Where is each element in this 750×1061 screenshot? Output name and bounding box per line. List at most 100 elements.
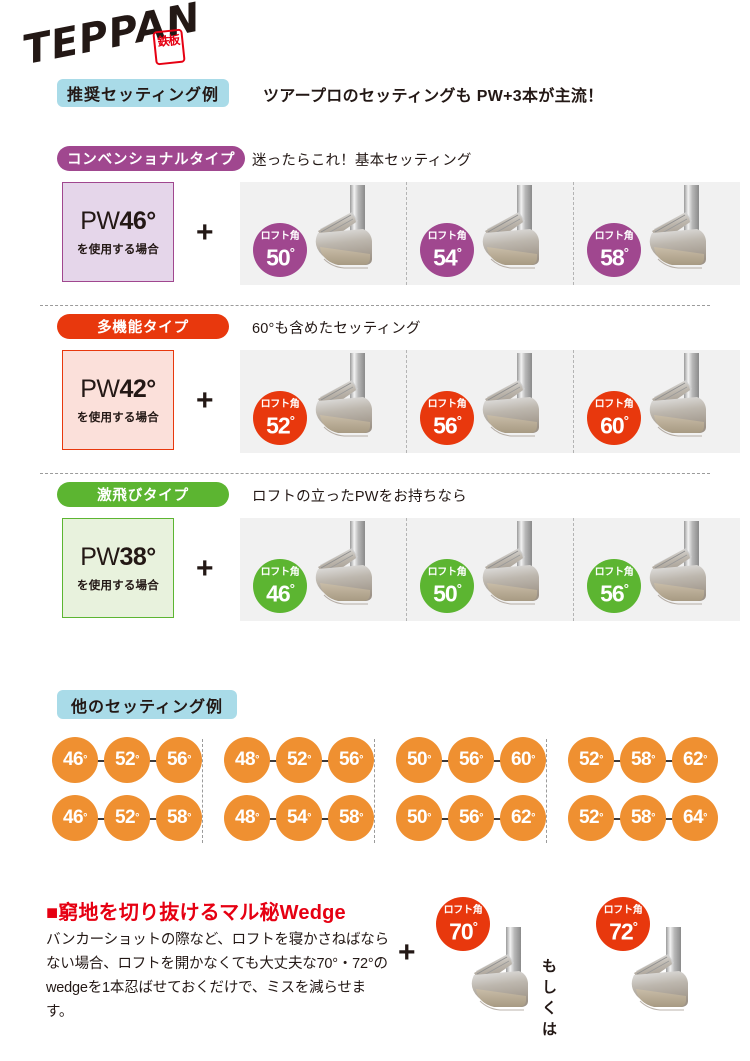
- setting-chip-row: 46 ° 52 ° 56 °: [52, 737, 202, 783]
- or-label: もしくは: [542, 958, 558, 1038]
- loft-chip: 58 °: [620, 795, 666, 841]
- loft-chip: 56 °: [448, 795, 494, 841]
- loft-chip: 58 °: [328, 795, 374, 841]
- other-settings-chart: 46 ° 52 ° 56 ° 46 ° 52 ° 58 ° 48 ° 52 ° 56 ° 48 ° 54 ° 58 ° 50 ° 5…: [52, 737, 718, 845]
- pw-loft-box: PW42° を使用する場合: [62, 350, 174, 450]
- loft-chip: 58 °: [620, 737, 666, 783]
- loft-chip: 64 °: [672, 795, 718, 841]
- wedge-club-image: [436, 927, 544, 1031]
- loft-angle-badge: ロフト角 72°: [596, 897, 650, 951]
- setting-chip-row: 52 ° 58 ° 62 °: [568, 737, 718, 783]
- loft-chip: 52 °: [276, 737, 322, 783]
- pw-value: PW42°: [80, 375, 156, 403]
- loft-badge-value: 54°: [433, 244, 462, 271]
- loft-angle-badge: ロフト角 56°: [587, 559, 641, 613]
- setting-chip-group: 52 ° 58 ° 62 ° 52 ° 58 ° 64 °: [568, 737, 718, 845]
- other-settings-pill: 他のセッティング例: [57, 690, 237, 719]
- bottom-heading: ■窮地を切り抜けるマル秘Wedge: [46, 902, 346, 924]
- wedge-photo-cell: ロフト角 56°: [573, 518, 740, 621]
- wedge-club-illustration: [482, 353, 539, 437]
- wedge-club-illustration: [315, 185, 372, 269]
- loft-chip: 60 °: [500, 737, 546, 783]
- loft-chip: 52 °: [568, 795, 614, 841]
- loft-angle-badge: ロフト角 58°: [587, 223, 641, 277]
- pw-note: を使用する場合: [77, 412, 159, 424]
- wedge-club-image: [280, 521, 388, 621]
- loft-chip: 58 °: [156, 795, 202, 841]
- bottom-description: バンカーショットの際など、ロフトを寝かさねばならない場合、ロフトを開かなくても大…: [46, 932, 389, 1020]
- loft-angle-badge: ロフト角 50°: [420, 559, 474, 613]
- bottom-plus-sign: +: [398, 936, 416, 969]
- loft-chip: 50 °: [396, 795, 442, 841]
- bottom-wedge-cell: ロフト角 70° もしくは: [430, 893, 557, 1038]
- wedge-club-illustration: [649, 185, 706, 269]
- wedge-photo-cell: ロフト角 50°: [240, 182, 406, 285]
- bottom-wedge-cell: ロフト角 72°: [590, 893, 710, 1033]
- loft-angle-badge: ロフト角 60°: [587, 391, 641, 445]
- wedge-photo-cell: ロフト角 50°: [406, 518, 573, 621]
- section-distance: 激飛びタイプ ロフトの立ったPWをお持ちなら PW38° を使用する場合 + ロフト角 4…: [0, 482, 750, 632]
- loft-chip: 46 °: [52, 737, 98, 783]
- loft-chip: 56 °: [328, 737, 374, 783]
- chip-group-divider: [202, 739, 203, 843]
- loft-chip: 56 °: [156, 737, 202, 783]
- setting-chip-group: 46 ° 52 ° 56 ° 46 ° 52 ° 58 °: [52, 737, 202, 845]
- pw-loft-box: PW38° を使用する場合: [62, 518, 174, 618]
- chip-group-divider: [374, 739, 375, 843]
- loft-badge-value: 56°: [600, 580, 629, 607]
- loft-chip: 62 °: [672, 737, 718, 783]
- wedge-photo-cell: ロフト角 52°: [240, 350, 406, 453]
- loft-chip: 52 °: [104, 795, 150, 841]
- wedge-photo-strip: ロフト角 50° ロフト角 54°: [240, 182, 740, 285]
- wedge-club-image: [447, 521, 555, 621]
- loft-badge-label: ロフト角: [594, 567, 634, 579]
- section-multifunction: 多機能タイプ 60°も含めたセッティング PW42° を使用する場合 + ロフト角 52°: [0, 314, 750, 464]
- loft-badge-value: 50°: [433, 580, 462, 607]
- teppan-logo: TEPPAN 鉄板: [19, 0, 213, 86]
- wedge-club-image: [614, 353, 722, 453]
- loft-chip: 48 °: [224, 795, 270, 841]
- loft-badge-label: ロフト角: [427, 231, 467, 243]
- wedge-photo-cell: ロフト角 56°: [406, 350, 573, 453]
- loft-badge-value: 72°: [609, 918, 638, 945]
- section-divider: [40, 473, 710, 474]
- loft-chip: 52 °: [568, 737, 614, 783]
- plus-sign: +: [196, 552, 214, 585]
- loft-angle-badge: ロフト角 54°: [420, 223, 474, 277]
- loft-angle-badge: ロフト角 50°: [253, 223, 307, 277]
- setting-chip-row: 46 ° 52 ° 58 °: [52, 795, 202, 841]
- loft-badge-label: ロフト角: [594, 231, 634, 243]
- wedge-club-image: [596, 927, 704, 1031]
- section-subtitle: 60°も含めたセッティング: [252, 321, 421, 337]
- loft-badge-label: ロフト角: [427, 567, 467, 579]
- wedge-club-image: [447, 353, 555, 453]
- loft-angle-badge: ロフト角 52°: [253, 391, 307, 445]
- loft-badge-value: 46°: [266, 580, 295, 607]
- loft-badge-value: 50°: [266, 244, 295, 271]
- loft-chip: 54 °: [276, 795, 322, 841]
- loft-badge-value: 52°: [266, 412, 295, 439]
- loft-angle-badge: ロフト角 70°: [436, 897, 490, 951]
- type-pill: コンベンショナルタイプ: [57, 146, 246, 171]
- chip-group-divider: [546, 739, 547, 843]
- wedge-photo-cell: ロフト角 46°: [240, 518, 406, 621]
- loft-angle-badge: ロフト角 46°: [253, 559, 307, 613]
- section-subtitle: ロフトの立ったPWをお持ちなら: [252, 489, 467, 505]
- section-subtitle: 迷ったらこれ！基本セッティング: [252, 153, 472, 169]
- loft-chip: 50 °: [396, 737, 442, 783]
- loft-badge-label: ロフト角: [260, 567, 300, 579]
- wedge-club-illustration: [649, 353, 706, 437]
- type-pill: 多機能タイプ: [57, 314, 229, 339]
- loft-chip: 56 °: [448, 737, 494, 783]
- wedge-club-image: [614, 521, 722, 621]
- plus-sign: +: [196, 384, 214, 417]
- wedge-club-image: [614, 185, 722, 285]
- loft-badge-label: ロフト角: [260, 399, 300, 411]
- wedge-club-image: [280, 185, 388, 285]
- loft-badge-value: 70°: [449, 918, 478, 945]
- wedge-club-illustration: [315, 353, 372, 437]
- loft-badge-label: ロフト角: [260, 231, 300, 243]
- recommended-setting-pill: 推奨セッティング例: [57, 79, 229, 107]
- setting-chip-row: 50 ° 56 ° 60 °: [396, 737, 546, 783]
